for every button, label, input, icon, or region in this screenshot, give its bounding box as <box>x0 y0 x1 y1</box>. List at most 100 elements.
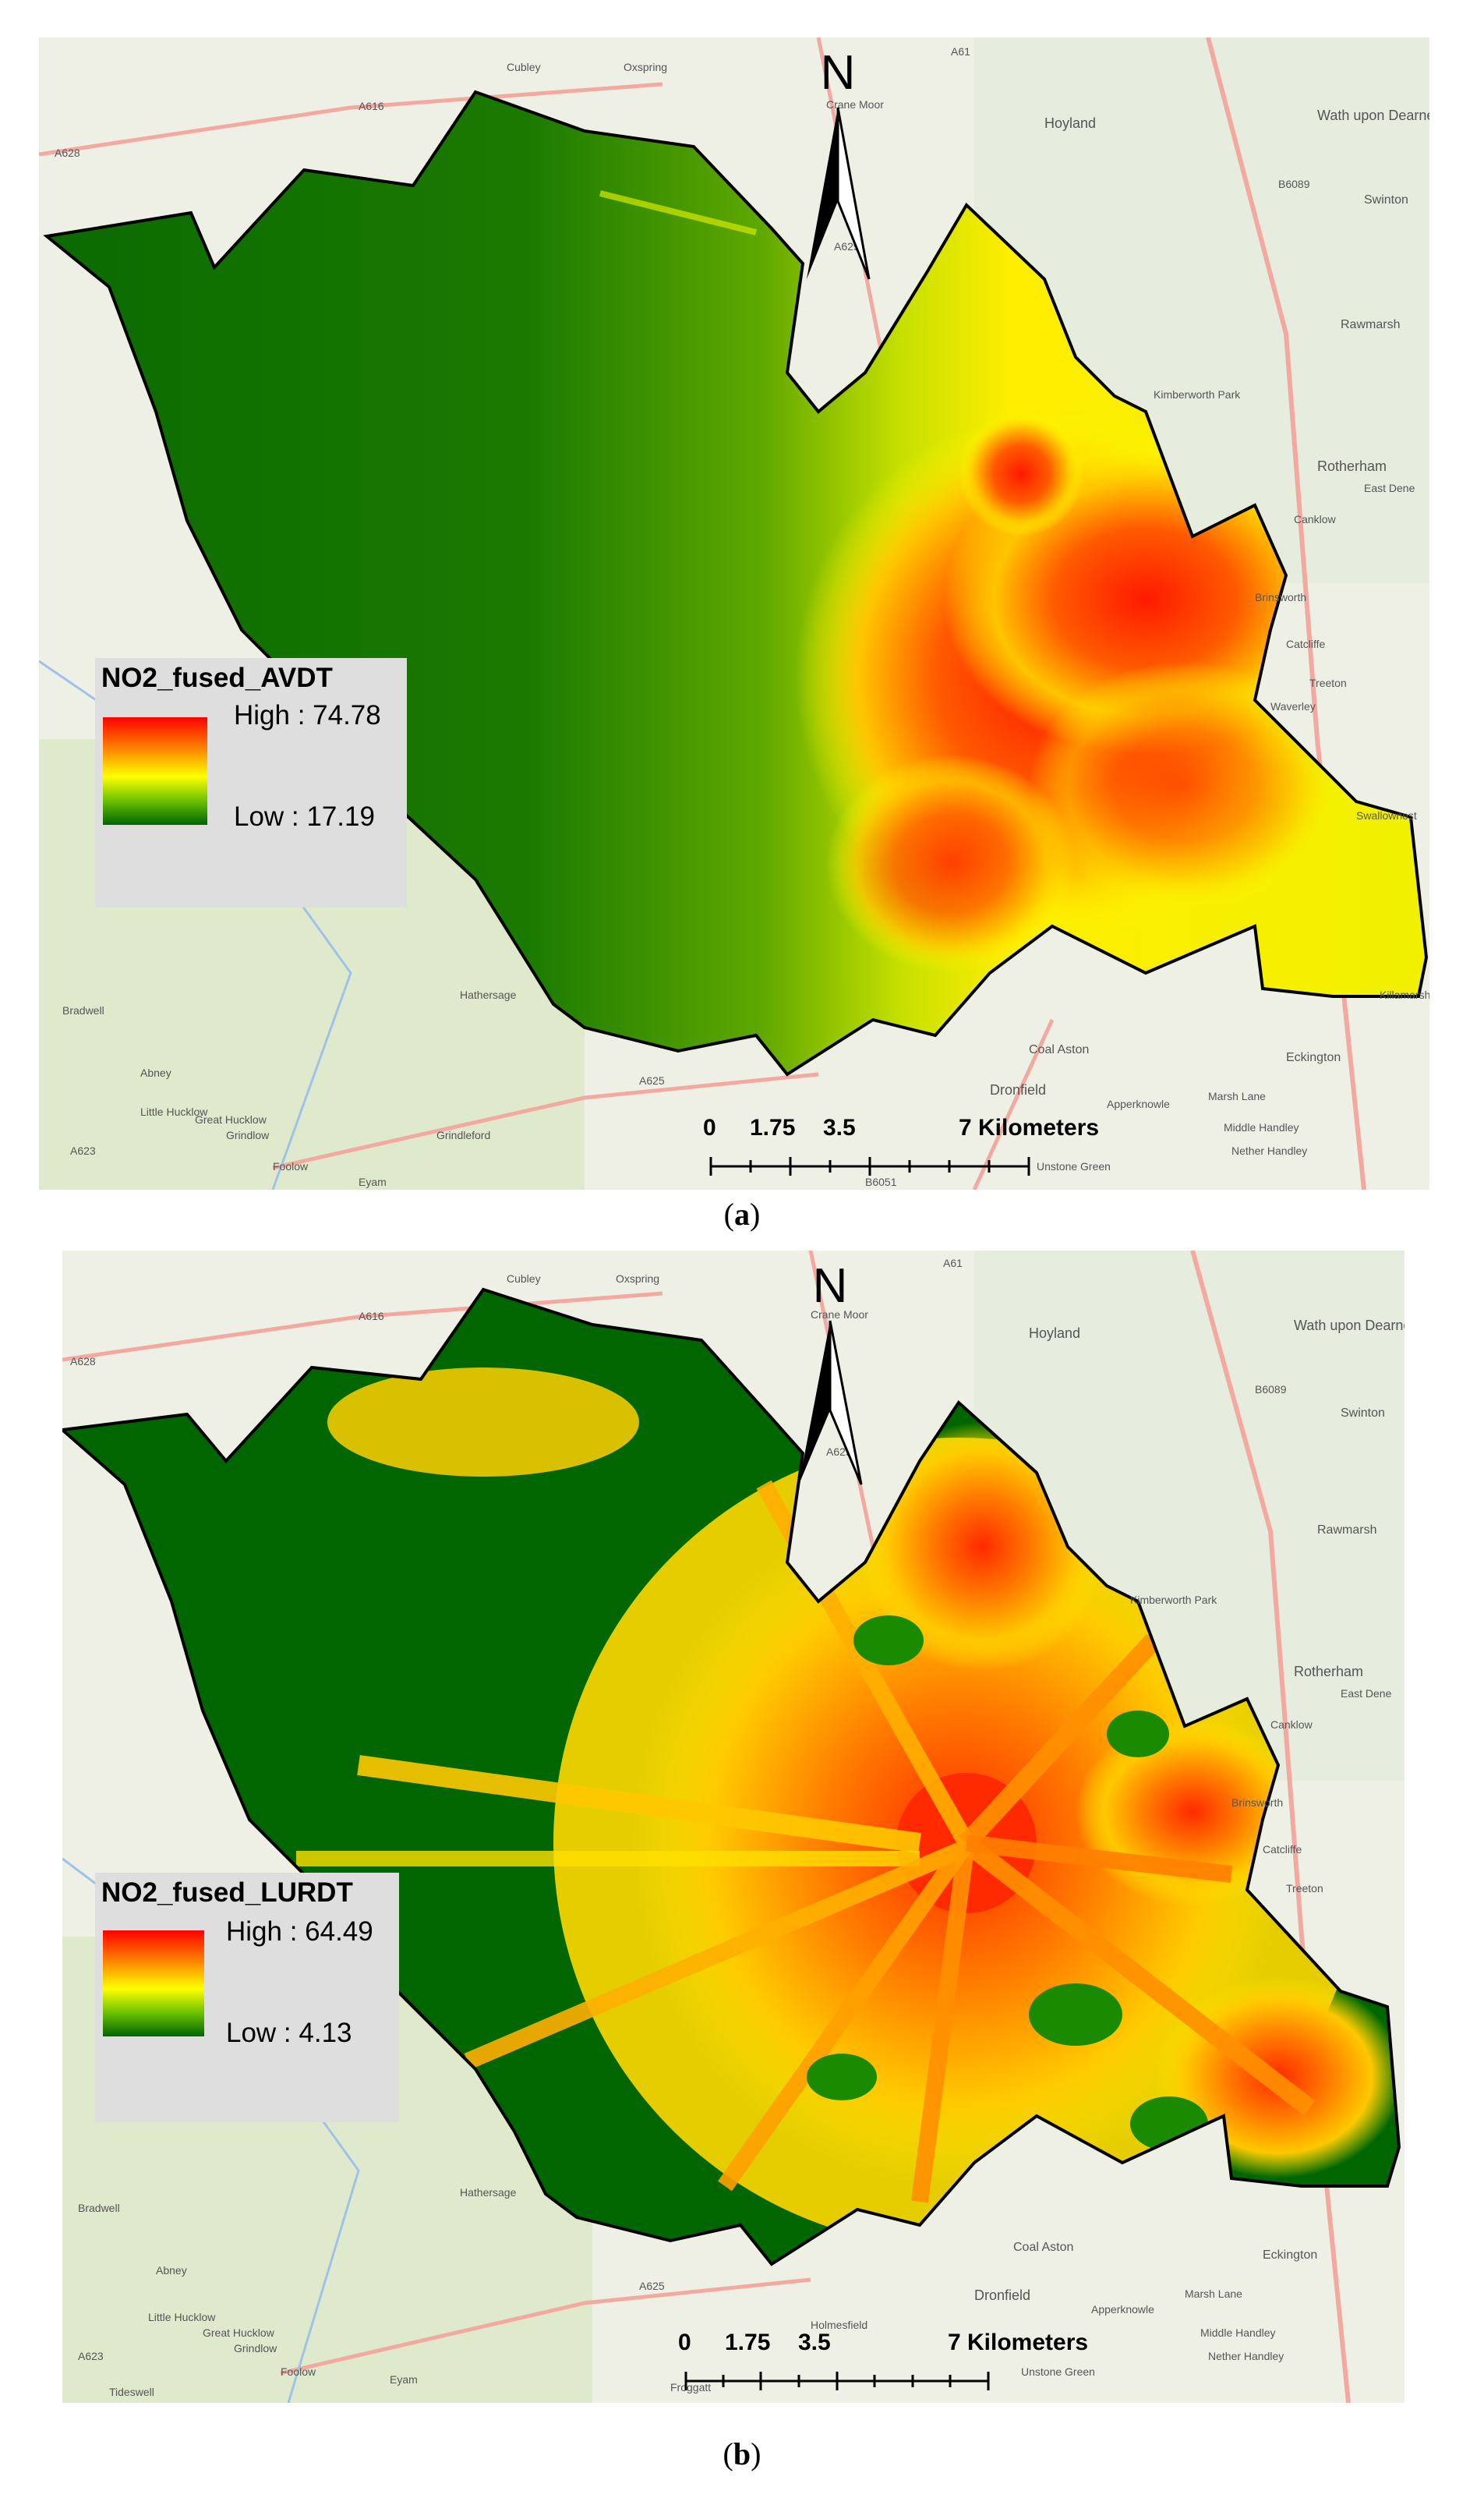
basemap-label: Little Hucklow <box>148 2311 216 2323</box>
basemap-label: B6089 <box>1255 1383 1287 1396</box>
basemap-label: Eyam <box>359 1176 387 1188</box>
legend-b: NO2_fused_LURDT High : 64.49 Low : 4.13 <box>95 1873 399 2122</box>
basemap-label: Canklow <box>1270 1718 1313 1731</box>
basemap-label: Marsh Lane <box>1185 2287 1242 2300</box>
basemap-label: Brinsworth <box>1255 591 1307 603</box>
basemap-label: Cubley <box>507 1272 541 1285</box>
basemap-label: Eckington <box>1263 2248 1318 2262</box>
north-label: N <box>812 1259 848 1313</box>
basemap-label: A616 <box>359 100 384 112</box>
basemap-label: Apperknowle <box>1107 1098 1170 1110</box>
basemap-label: Coal Aston <box>1013 2241 1074 2254</box>
north-arrow-icon <box>799 1320 863 1485</box>
basemap-label: A61 <box>943 1257 963 1269</box>
basemap-label: Hathersage <box>460 989 517 1001</box>
basemap-label: Wath upon Dearne <box>1294 1318 1404 1333</box>
basemap-label: Oxspring <box>624 61 668 73</box>
legend-high-label: High : 74.78 <box>234 700 381 731</box>
basemap-label: B6051 <box>865 1176 897 1188</box>
scale-tick-label: 7 Kilometers <box>959 1115 1100 1141</box>
basemap-label: A625 <box>639 2280 665 2292</box>
basemap-label: Abney <box>156 2264 187 2277</box>
scale-tick-label: 0 <box>703 1115 716 1141</box>
basemap-label: Foolow <box>281 2365 316 2378</box>
basemap-label: Tideswell <box>109 2386 154 2398</box>
scale-bar-graphic <box>684 2372 990 2390</box>
basemap-label: Kimberworth Park <box>1130 1594 1217 1606</box>
basemap-label: Nether Handley <box>1231 1145 1308 1157</box>
legend-low-label: Low : 4.13 <box>226 2018 352 2048</box>
basemap-label: Coal Aston <box>1029 1043 1090 1056</box>
basemap-label: Brinsworth <box>1231 1796 1284 1809</box>
scale-tick-label: 7 Kilometers <box>948 2330 1089 2355</box>
basemap-label: Holmesfield <box>811 2319 868 2331</box>
basemap-label: Grindlow <box>234 2342 277 2355</box>
scale-tick-label: 1.75 <box>725 2330 771 2355</box>
map-panel-a[interactable]: Cubley Oxspring Crane Moor Hoyland Wath … <box>39 37 1429 1190</box>
scale-tick-label: 1.75 <box>750 1115 796 1141</box>
caption-letter: b <box>733 2436 751 2471</box>
basemap-label: A616 <box>359 1310 384 1322</box>
basemap-label: Apperknowle <box>1091 2303 1154 2316</box>
map-panel-b[interactable]: Cubley Oxspring Crane Moor Hoyland Wath … <box>62 1251 1404 2403</box>
scale-bar-a: 0 1.75 3.5 7 Kilometers <box>694 1115 1130 1185</box>
basemap-label: Grindlow <box>226 1129 270 1141</box>
basemap-label: B6089 <box>1278 178 1310 190</box>
basemap-label: Great Hucklow <box>195 1113 267 1126</box>
basemap-label: Eyam <box>390 2373 418 2386</box>
basemap-label: Kimberworth Park <box>1154 388 1241 401</box>
basemap-label: Nether Handley <box>1208 2350 1284 2362</box>
basemap-label: Wath upon Dearne <box>1317 108 1429 123</box>
north-label: N <box>820 46 856 100</box>
basemap-label: Grindleford <box>436 1129 491 1141</box>
basemap-label: A623 <box>70 1145 96 1157</box>
caption-letter: a <box>734 1197 750 1232</box>
basemap-a <box>39 37 1429 1190</box>
basemap-label: Treeton <box>1309 677 1347 689</box>
basemap-label: Foolow <box>273 1160 309 1173</box>
basemap-label: Abney <box>140 1067 171 1079</box>
basemap-label: Unstone Green <box>1037 1160 1111 1173</box>
basemap-label: A628 <box>70 1355 96 1367</box>
legend-high-label: High : 64.49 <box>226 1916 373 1947</box>
basemap-label: East Dene <box>1341 1687 1392 1700</box>
basemap-label: Hathersage <box>460 2186 517 2199</box>
basemap-label: Froggatt <box>670 2381 712 2393</box>
basemap-label: Swinton <box>1341 1406 1385 1420</box>
legend-color-ramp <box>103 717 207 825</box>
legend-title: NO2_fused_LURDT <box>101 1877 353 1908</box>
study-area-boundary-a <box>43 90 1429 1077</box>
scale-tick-label: 3.5 <box>798 2330 831 2355</box>
basemap-label: Hoyland <box>1044 115 1097 131</box>
basemap-label: Middle Handley <box>1200 2326 1276 2339</box>
basemap-label: Cubley <box>507 61 541 73</box>
basemap-label: Catcliffe <box>1263 1843 1302 1856</box>
north-arrow-b: N <box>787 1258 873 1508</box>
scale-bar-graphic <box>709 1157 1030 1176</box>
legend-title: NO2_fused_AVDT <box>101 663 333 693</box>
legend-a: NO2_fused_AVDT High : 74.78 Low : 17.19 <box>95 658 407 908</box>
basemap-label: Waverley <box>1270 700 1316 713</box>
basemap-label: Rawmarsh <box>1341 318 1401 331</box>
basemap-label: Eckington <box>1286 1051 1341 1064</box>
legend-low-label: Low : 17.19 <box>234 801 375 832</box>
panel-caption-a: (a) <box>723 1197 761 1232</box>
basemap-label: Great Hucklow <box>203 2326 274 2339</box>
scale-bar-b: 0 1.75 3.5 7 Kilometers <box>678 2330 1115 2400</box>
basemap-label: East Dene <box>1364 482 1415 494</box>
scale-tick-label: 0 <box>678 2330 691 2355</box>
study-area-boundary-b <box>62 1287 1401 2266</box>
basemap-label: Middle Handley <box>1224 1121 1299 1134</box>
basemap-label: A628 <box>55 147 80 159</box>
basemap-label: Bradwell <box>62 1004 104 1017</box>
basemap-label: Treeton <box>1286 1882 1323 1895</box>
north-arrow-a: N <box>795 45 881 303</box>
north-arrow-icon <box>807 107 871 280</box>
basemap-label: Crane Moor <box>826 98 884 111</box>
basemap-label: Rawmarsh <box>1317 1523 1377 1537</box>
basemap-label: Marsh Lane <box>1208 1090 1266 1102</box>
basemap-label: Oxspring <box>616 1272 660 1285</box>
basemap-label: Killamarsh <box>1380 989 1429 1001</box>
basemap-b <box>62 1251 1404 2403</box>
basemap-label: A625 <box>639 1074 665 1087</box>
